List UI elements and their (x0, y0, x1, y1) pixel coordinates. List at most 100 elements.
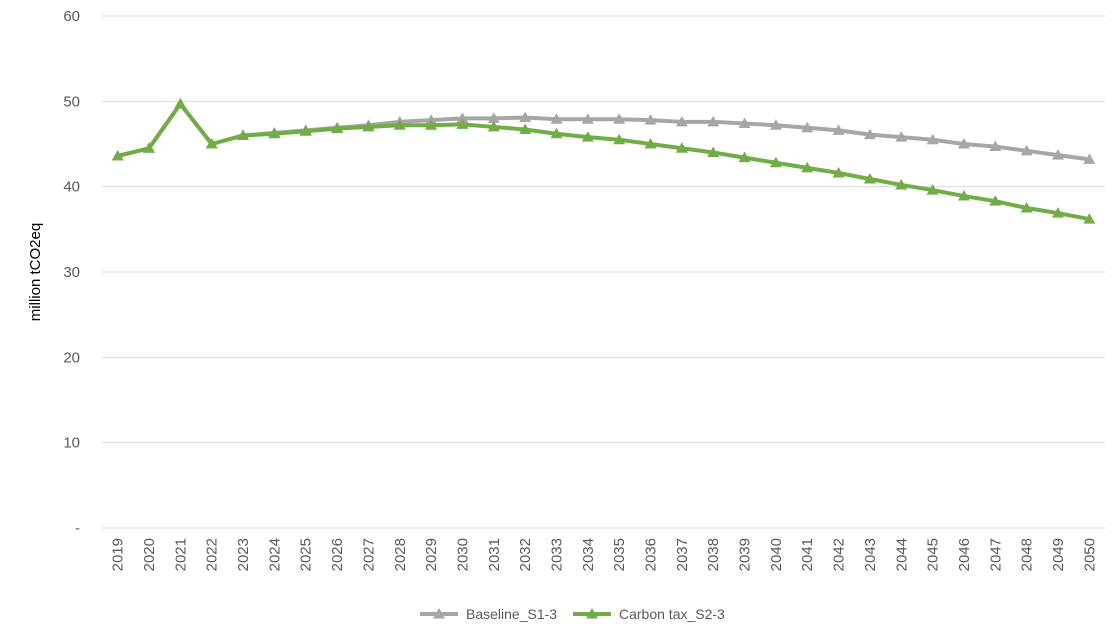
x-tick-label: 2022 (204, 538, 221, 571)
x-tick-label: 2027 (360, 538, 377, 571)
series-baseline (111, 97, 1096, 164)
x-tick-label: 2020 (141, 538, 158, 571)
data-point (456, 112, 469, 123)
x-tick-label: 2044 (893, 538, 910, 571)
data-point (581, 131, 594, 142)
data-point (832, 167, 845, 178)
data-point (957, 190, 970, 201)
x-tick-label: 2049 (1050, 538, 1067, 571)
y-tick-label: 50 (63, 93, 80, 110)
x-tick-label: 2040 (768, 538, 785, 571)
data-point (237, 129, 250, 140)
data-point (299, 125, 312, 136)
x-tick-label: 2050 (1081, 538, 1098, 571)
data-point (769, 119, 782, 130)
data-point (738, 117, 751, 129)
data-point (487, 120, 500, 132)
data-point (174, 97, 187, 109)
legend: Baseline_S1-3 Carbon tax_S2-3 (420, 606, 725, 622)
legend-label: Baseline_S1-3 (466, 606, 557, 622)
y-tick-label: - (75, 520, 80, 537)
data-point (613, 133, 626, 145)
data-point (926, 133, 939, 145)
x-tick-label: 2045 (925, 538, 942, 571)
x-axis-tick-labels: 2019 2020 2021 2022 2023 2024 2025 2026 2027 2028… (110, 538, 1099, 571)
x-tick-label: 2023 (235, 538, 252, 571)
data-point (895, 131, 908, 142)
data-point (989, 195, 1002, 206)
x-tick-label: 2019 (110, 538, 127, 571)
data-point (613, 113, 626, 124)
data-point (1051, 149, 1064, 160)
x-tick-label: 2037 (674, 538, 691, 571)
data-point (1083, 153, 1096, 164)
data-point (205, 138, 218, 149)
legend-swatch-marker (586, 608, 598, 619)
data-point (111, 149, 124, 161)
data-point (926, 184, 939, 195)
data-point (456, 118, 469, 129)
data-point (801, 161, 814, 173)
data-point (738, 151, 751, 163)
data-point (863, 172, 876, 184)
data-point (989, 140, 1002, 152)
x-tick-label: 2032 (517, 538, 534, 571)
data-point (957, 138, 970, 149)
data-point (362, 120, 375, 132)
series-layer (111, 97, 1096, 224)
x-tick-label: 2025 (298, 538, 315, 571)
legend-item: Baseline_S1-3 (420, 606, 557, 622)
x-tick-label: 2021 (172, 538, 189, 571)
y-tick-label: 30 (63, 264, 80, 281)
data-point (581, 113, 594, 124)
data-point (519, 123, 532, 134)
data-point (1051, 207, 1064, 218)
data-point (268, 127, 281, 139)
data-point (769, 156, 782, 168)
y-tick-label: 40 (63, 179, 80, 196)
y-axis-label: million tCO2eq (27, 223, 44, 321)
y-tick-label: 60 (63, 8, 80, 25)
grid-lines (102, 15, 1105, 529)
data-point (707, 115, 720, 127)
x-tick-label: 2039 (737, 538, 754, 571)
data-point (644, 138, 657, 149)
x-tick-label: 2046 (956, 538, 973, 571)
x-tick-label: 2038 (705, 538, 722, 571)
data-point (143, 142, 156, 153)
x-tick-label: 2042 (831, 538, 848, 571)
x-tick-label: 2036 (643, 538, 660, 571)
data-point (425, 119, 438, 130)
data-point (550, 113, 563, 124)
legend-label: Carbon tax_S2-3 (619, 606, 725, 622)
x-tick-label: 2031 (486, 538, 503, 571)
x-tick-label: 2029 (423, 538, 440, 571)
y-axis-tick-labels: - 10 20 30 40 50 60 (63, 8, 80, 537)
x-tick-label: 2033 (548, 538, 565, 571)
data-point (707, 146, 720, 158)
legend-item: Carbon tax_S2-3 (573, 606, 725, 622)
data-point (1020, 202, 1033, 213)
series-line (115, 101, 1092, 222)
x-tick-label: 2047 (987, 538, 1004, 571)
data-point (519, 111, 532, 123)
data-point (487, 112, 500, 123)
x-tick-label: 2024 (266, 538, 283, 571)
y-tick-label: 20 (63, 349, 80, 366)
data-point (331, 122, 344, 134)
data-point (1083, 213, 1096, 224)
data-point (863, 128, 876, 140)
data-point (675, 115, 688, 127)
data-point (832, 124, 845, 135)
x-tick-label: 2026 (329, 538, 346, 571)
x-tick-label: 2030 (454, 538, 471, 571)
x-tick-label: 2043 (862, 538, 879, 571)
legend-swatch-marker (433, 608, 445, 619)
data-point (801, 121, 814, 133)
x-tick-label: 2041 (799, 538, 816, 571)
data-point (675, 142, 688, 153)
x-tick-label: 2034 (580, 538, 597, 571)
x-tick-label: 2028 (392, 538, 409, 571)
data-point (895, 178, 908, 190)
